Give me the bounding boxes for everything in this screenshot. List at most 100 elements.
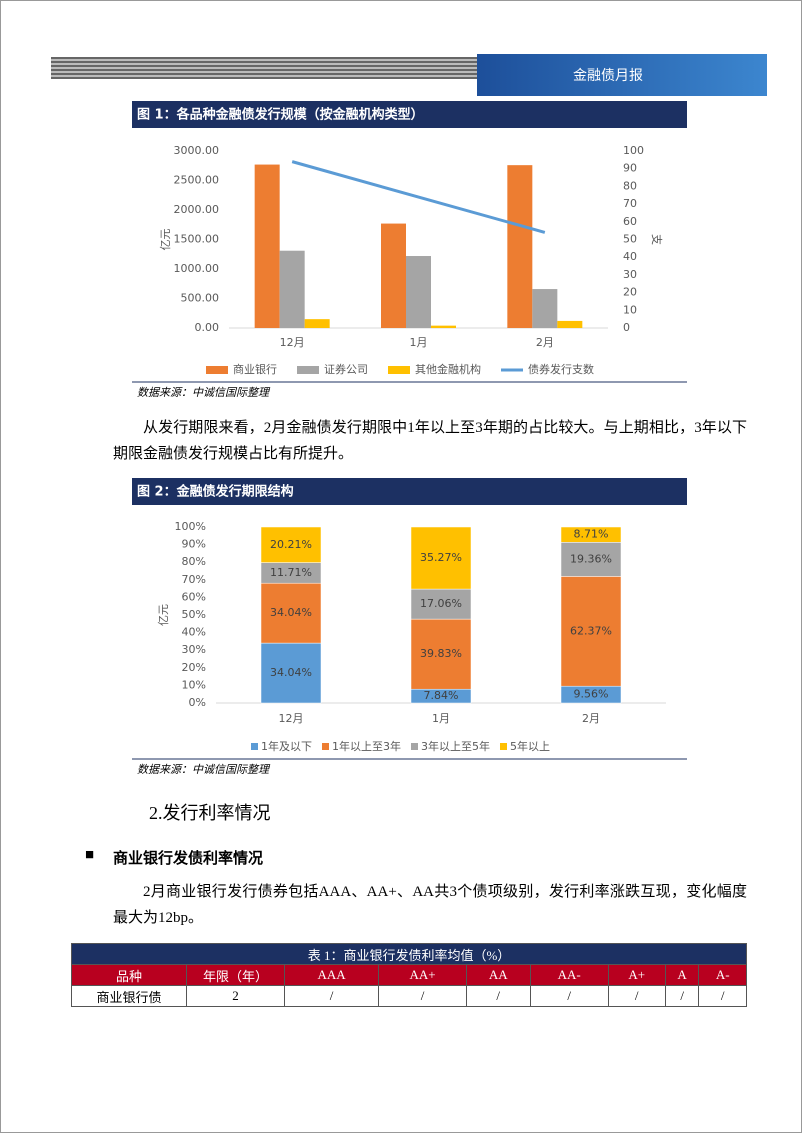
y-tick-label: 40% [182, 626, 206, 639]
y-axis-label: 亿元 [159, 229, 172, 251]
paragraph: 2月商业银行发行债券包括AAA、AA+、AA共3个债项级别，发行利率涨跌互现，变… [113, 884, 747, 926]
legend-label: 5年以上 [510, 739, 550, 753]
legend-swatch [251, 743, 258, 750]
y-tick-label: 0% [189, 696, 206, 709]
table-cell: / [465, 985, 531, 1007]
rate-table: 表 1：商业银行发债利率均值（%） 品种 年限（年） AAA AA+ AA AA- A+ A A… [71, 943, 747, 1007]
data-label: 20.21% [270, 538, 312, 551]
column-header: AA- [529, 964, 609, 986]
data-label: 8.71% [574, 528, 609, 541]
bar-segment [410, 588, 472, 620]
y-tick-label: 3000.00 [174, 144, 220, 157]
table-cell: / [529, 985, 609, 1007]
source-note: 数据来源：中诚信国际整理 [137, 386, 271, 399]
bar-segment [410, 526, 472, 590]
y-tick-label: 2500.00 [174, 174, 220, 187]
table-cell: 商业银行债 [71, 985, 187, 1007]
bar [254, 164, 280, 328]
legend-label: 商业银行 [233, 362, 277, 376]
figure-title-bar [132, 478, 687, 505]
x-tick-label: 2月 [582, 712, 600, 725]
legend-label: 债券发行支数 [528, 362, 594, 376]
bar-segment [560, 526, 622, 543]
column-header: AA [465, 964, 531, 986]
column-header: A- [698, 964, 747, 986]
bar [557, 320, 583, 328]
y-tick-label: 90% [182, 538, 206, 551]
bar [304, 319, 330, 328]
data-label: 11.71% [270, 566, 312, 579]
header-stripes [51, 57, 477, 79]
y-tick-label: 2000.00 [174, 203, 220, 216]
data-label: 7.84% [424, 689, 459, 702]
legend-label: 证券公司 [324, 362, 368, 376]
bar-segment [260, 526, 322, 563]
y-tick-label: 30% [182, 643, 206, 656]
data-label: 35.27% [420, 551, 462, 564]
data-label: 39.83% [420, 647, 462, 660]
column-header: A+ [607, 964, 666, 986]
bar [279, 250, 305, 328]
column-header: 年限（年） [186, 964, 285, 986]
figure-title-bar [132, 101, 687, 128]
y2-tick-label: 40 [623, 250, 637, 263]
bar-segment [410, 618, 472, 690]
y-tick-label: 20% [182, 661, 206, 674]
legend-swatch [388, 366, 410, 374]
y-tick-label: 100% [175, 520, 206, 533]
subheading-marker: ■ [85, 847, 95, 863]
data-label: 34.04% [270, 606, 312, 619]
legend-label: 1年以上至3年 [332, 739, 401, 753]
y2-tick-label: 30 [623, 268, 637, 281]
y2-tick-label: 20 [623, 286, 637, 299]
y2-tick-label: 0 [623, 321, 630, 334]
y-tick-label: 50% [182, 608, 206, 621]
bar-segment [260, 582, 322, 644]
table-cell: / [698, 985, 747, 1007]
y-tick-label: 70% [182, 573, 206, 586]
x-tick-label: 1月 [432, 712, 450, 725]
data-label: 34.04% [270, 666, 312, 679]
x-tick-label: 12月 [279, 712, 304, 725]
y-tick-label: 500.00 [181, 292, 220, 305]
legend-swatch [322, 743, 329, 750]
legend-swatch [206, 366, 228, 374]
x-tick-label: 1月 [410, 336, 428, 349]
table-title: 表 1：商业银行发债利率均值（%） [71, 943, 747, 965]
y-tick-label: 1500.00 [174, 233, 220, 246]
x-tick-label: 12月 [280, 336, 305, 349]
bar [406, 256, 431, 328]
y2-axis-label: 支 [650, 234, 663, 245]
data-label: 17.06% [420, 597, 462, 610]
legend-label: 其他金融机构 [415, 362, 481, 376]
legend-swatch [297, 366, 319, 374]
y2-tick-label: 100 [623, 144, 644, 157]
section-heading: 2.发行利率情况 [149, 803, 271, 823]
table-cell: / [664, 985, 700, 1007]
subheading: 商业银行发债利率情况 [113, 851, 264, 867]
y2-tick-label: 90 [623, 162, 637, 175]
y-axis-label: 亿元 [157, 604, 170, 626]
column-header: 品种 [71, 964, 187, 986]
bar-segment [260, 642, 322, 704]
column-header: AA+ [378, 964, 467, 986]
line-series [291, 160, 546, 234]
y-tick-label: 60% [182, 590, 206, 603]
y-tick-label: 10% [182, 678, 206, 691]
figure-title: 图 2：金融债发行期限结构 [137, 484, 294, 500]
column-header: AAA [283, 964, 380, 986]
y2-tick-label: 10 [623, 303, 637, 316]
legend-swatch [500, 743, 507, 750]
table-cell: / [378, 985, 467, 1007]
header-title: 金融债月报 [573, 68, 643, 84]
bar [431, 325, 456, 328]
y-tick-label: 1000.00 [174, 262, 220, 275]
column-header: A [664, 964, 700, 986]
x-tick-label: 2月 [536, 336, 554, 349]
table-cell: / [283, 985, 380, 1007]
legend-label: 1年及以下 [261, 739, 312, 753]
y-tick-label: 80% [182, 555, 206, 568]
table-cell: 2 [186, 985, 285, 1007]
